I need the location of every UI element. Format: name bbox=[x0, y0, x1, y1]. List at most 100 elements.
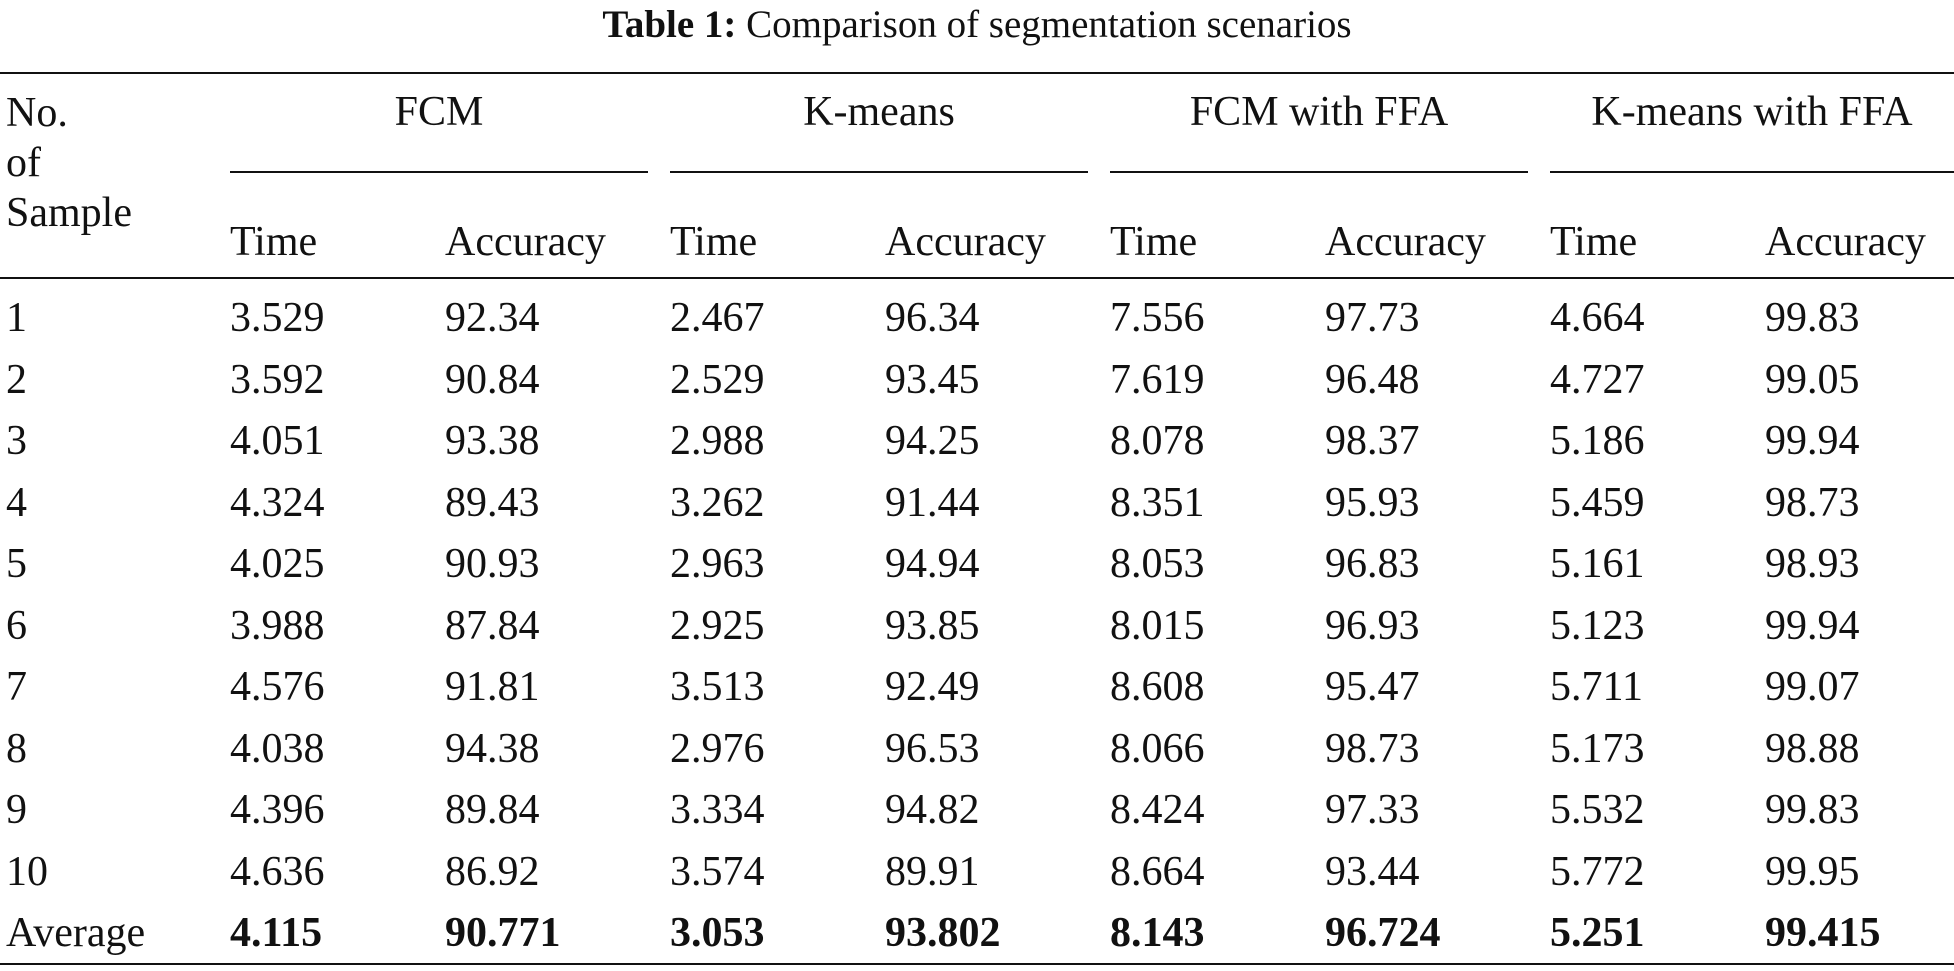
table-cell: 7.556 bbox=[1110, 295, 1205, 341]
table-cell: 8.053 bbox=[1110, 541, 1205, 587]
table-cell: 95.93 bbox=[1325, 479, 1420, 526]
sub-header: Time bbox=[1550, 219, 1638, 265]
table-cell: 7.619 bbox=[1110, 356, 1205, 403]
table-cell: 94.25 bbox=[885, 418, 980, 464]
table-cell: 91.44 bbox=[885, 479, 980, 526]
sample-number: 10 bbox=[6, 848, 48, 895]
sub-header: Time bbox=[230, 219, 318, 265]
stub-header-line: of bbox=[6, 140, 41, 186]
sub-header: Accuracy bbox=[1325, 219, 1486, 265]
table-cell: 96.83 bbox=[1325, 541, 1420, 587]
table-cell: 3.262 bbox=[670, 479, 765, 526]
table-cell: 3.334 bbox=[670, 787, 765, 833]
stub-header-line: No. bbox=[6, 90, 68, 136]
average-cell: 3.053 bbox=[670, 910, 765, 956]
average-cell: 93.802 bbox=[885, 910, 1001, 956]
sample-number: 5 bbox=[6, 541, 27, 587]
table-cell: 95.47 bbox=[1325, 664, 1420, 710]
table-cell: 89.43 bbox=[445, 479, 540, 526]
table-cell: 96.34 bbox=[885, 295, 980, 341]
table-cell: 97.33 bbox=[1325, 787, 1420, 833]
average-cell: 4.115 bbox=[230, 910, 323, 956]
table-cell: 92.49 bbox=[885, 664, 980, 710]
table-cell: 4.396 bbox=[230, 787, 325, 833]
table-cell: 4.324 bbox=[230, 479, 325, 526]
table-cell: 87.84 bbox=[445, 602, 540, 649]
group-rule bbox=[230, 171, 648, 173]
table-cell: 3.513 bbox=[670, 664, 765, 710]
table-cell: 89.91 bbox=[885, 848, 980, 895]
sub-header: Accuracy bbox=[1765, 219, 1926, 265]
table-cell: 2.467 bbox=[670, 295, 765, 341]
sample-number: 7 bbox=[6, 664, 27, 710]
table-cell: 99.95 bbox=[1765, 848, 1860, 895]
table-cell: 5.161 bbox=[1550, 541, 1645, 587]
table-caption: Table 1: Comparison of segmentation scen… bbox=[0, 0, 1954, 62]
group-rule bbox=[1550, 171, 1954, 173]
table-cell: 99.94 bbox=[1765, 602, 1860, 649]
table-cell: 8.424 bbox=[1110, 787, 1205, 833]
sample-number: 4 bbox=[6, 479, 27, 526]
table-cell: 8.066 bbox=[1110, 725, 1205, 772]
group-rule bbox=[1110, 171, 1528, 173]
table-cell: 2.988 bbox=[670, 418, 765, 464]
table-cell: 98.37 bbox=[1325, 418, 1420, 464]
group-header: K-means bbox=[803, 89, 955, 135]
bottom-rule bbox=[0, 963, 1954, 965]
sample-number: 9 bbox=[6, 787, 27, 833]
table-cell: 5.459 bbox=[1550, 479, 1645, 526]
sample-number: 2 bbox=[6, 356, 27, 403]
table-cell: 2.925 bbox=[670, 602, 765, 649]
average-label: Average bbox=[6, 910, 146, 956]
stub-header: No. of Sample bbox=[6, 88, 132, 238]
table-cell: 97.73 bbox=[1325, 295, 1420, 341]
table-cell: 4.664 bbox=[1550, 295, 1645, 341]
stub-header-line: Sample bbox=[6, 190, 132, 236]
table-cell: 90.93 bbox=[445, 541, 540, 587]
table-cell: 96.53 bbox=[885, 725, 980, 772]
table-cell: 5.711 bbox=[1550, 664, 1643, 710]
sub-header: Time bbox=[670, 219, 758, 265]
top-rule bbox=[0, 72, 1954, 74]
table-cell: 94.94 bbox=[885, 541, 980, 587]
average-cell: 99.415 bbox=[1765, 910, 1881, 956]
table-cell: 98.88 bbox=[1765, 725, 1860, 772]
table-cell: 3.988 bbox=[230, 602, 325, 649]
table-cell: 2.963 bbox=[670, 541, 765, 587]
sub-header: Time bbox=[1110, 219, 1198, 265]
table-cell: 8.608 bbox=[1110, 664, 1205, 710]
table-cell: 96.48 bbox=[1325, 356, 1420, 403]
table-cell: 5.186 bbox=[1550, 418, 1645, 464]
table-cell: 89.84 bbox=[445, 787, 540, 833]
average-cell: 90.771 bbox=[445, 910, 561, 956]
group-header: K-means with FFA bbox=[1591, 89, 1913, 135]
caption-text: Comparison of segmentation scenarios bbox=[746, 3, 1352, 46]
average-cell: 96.724 bbox=[1325, 910, 1441, 956]
sample-number: 8 bbox=[6, 725, 27, 772]
table-cell: 94.38 bbox=[445, 725, 540, 772]
table-cell: 93.38 bbox=[445, 418, 540, 464]
table-cell: 93.44 bbox=[1325, 848, 1420, 895]
table-cell: 3.529 bbox=[230, 295, 325, 341]
table-cell: 4.051 bbox=[230, 418, 325, 464]
table-cell: 4.727 bbox=[1550, 356, 1645, 403]
table-cell: 3.592 bbox=[230, 356, 325, 403]
table-cell: 5.123 bbox=[1550, 602, 1645, 649]
sample-number: 6 bbox=[6, 602, 27, 649]
table-cell: 4.636 bbox=[230, 848, 325, 895]
table-cell: 93.85 bbox=[885, 602, 980, 649]
table-cell: 8.664 bbox=[1110, 848, 1205, 895]
table-cell: 99.83 bbox=[1765, 787, 1860, 833]
average-cell: 5.251 bbox=[1550, 910, 1645, 956]
table-cell: 98.93 bbox=[1765, 541, 1860, 587]
table-cell: 99.05 bbox=[1765, 356, 1860, 403]
table-cell: 4.038 bbox=[230, 725, 325, 772]
table-cell: 86.92 bbox=[445, 848, 540, 895]
average-cell: 8.143 bbox=[1110, 910, 1205, 956]
table-cell: 94.82 bbox=[885, 787, 980, 833]
table-cell: 4.576 bbox=[230, 664, 325, 710]
header-rule bbox=[0, 277, 1954, 279]
table-cell: 98.73 bbox=[1325, 725, 1420, 772]
table-cell: 99.07 bbox=[1765, 664, 1860, 710]
group-rule bbox=[670, 171, 1088, 173]
